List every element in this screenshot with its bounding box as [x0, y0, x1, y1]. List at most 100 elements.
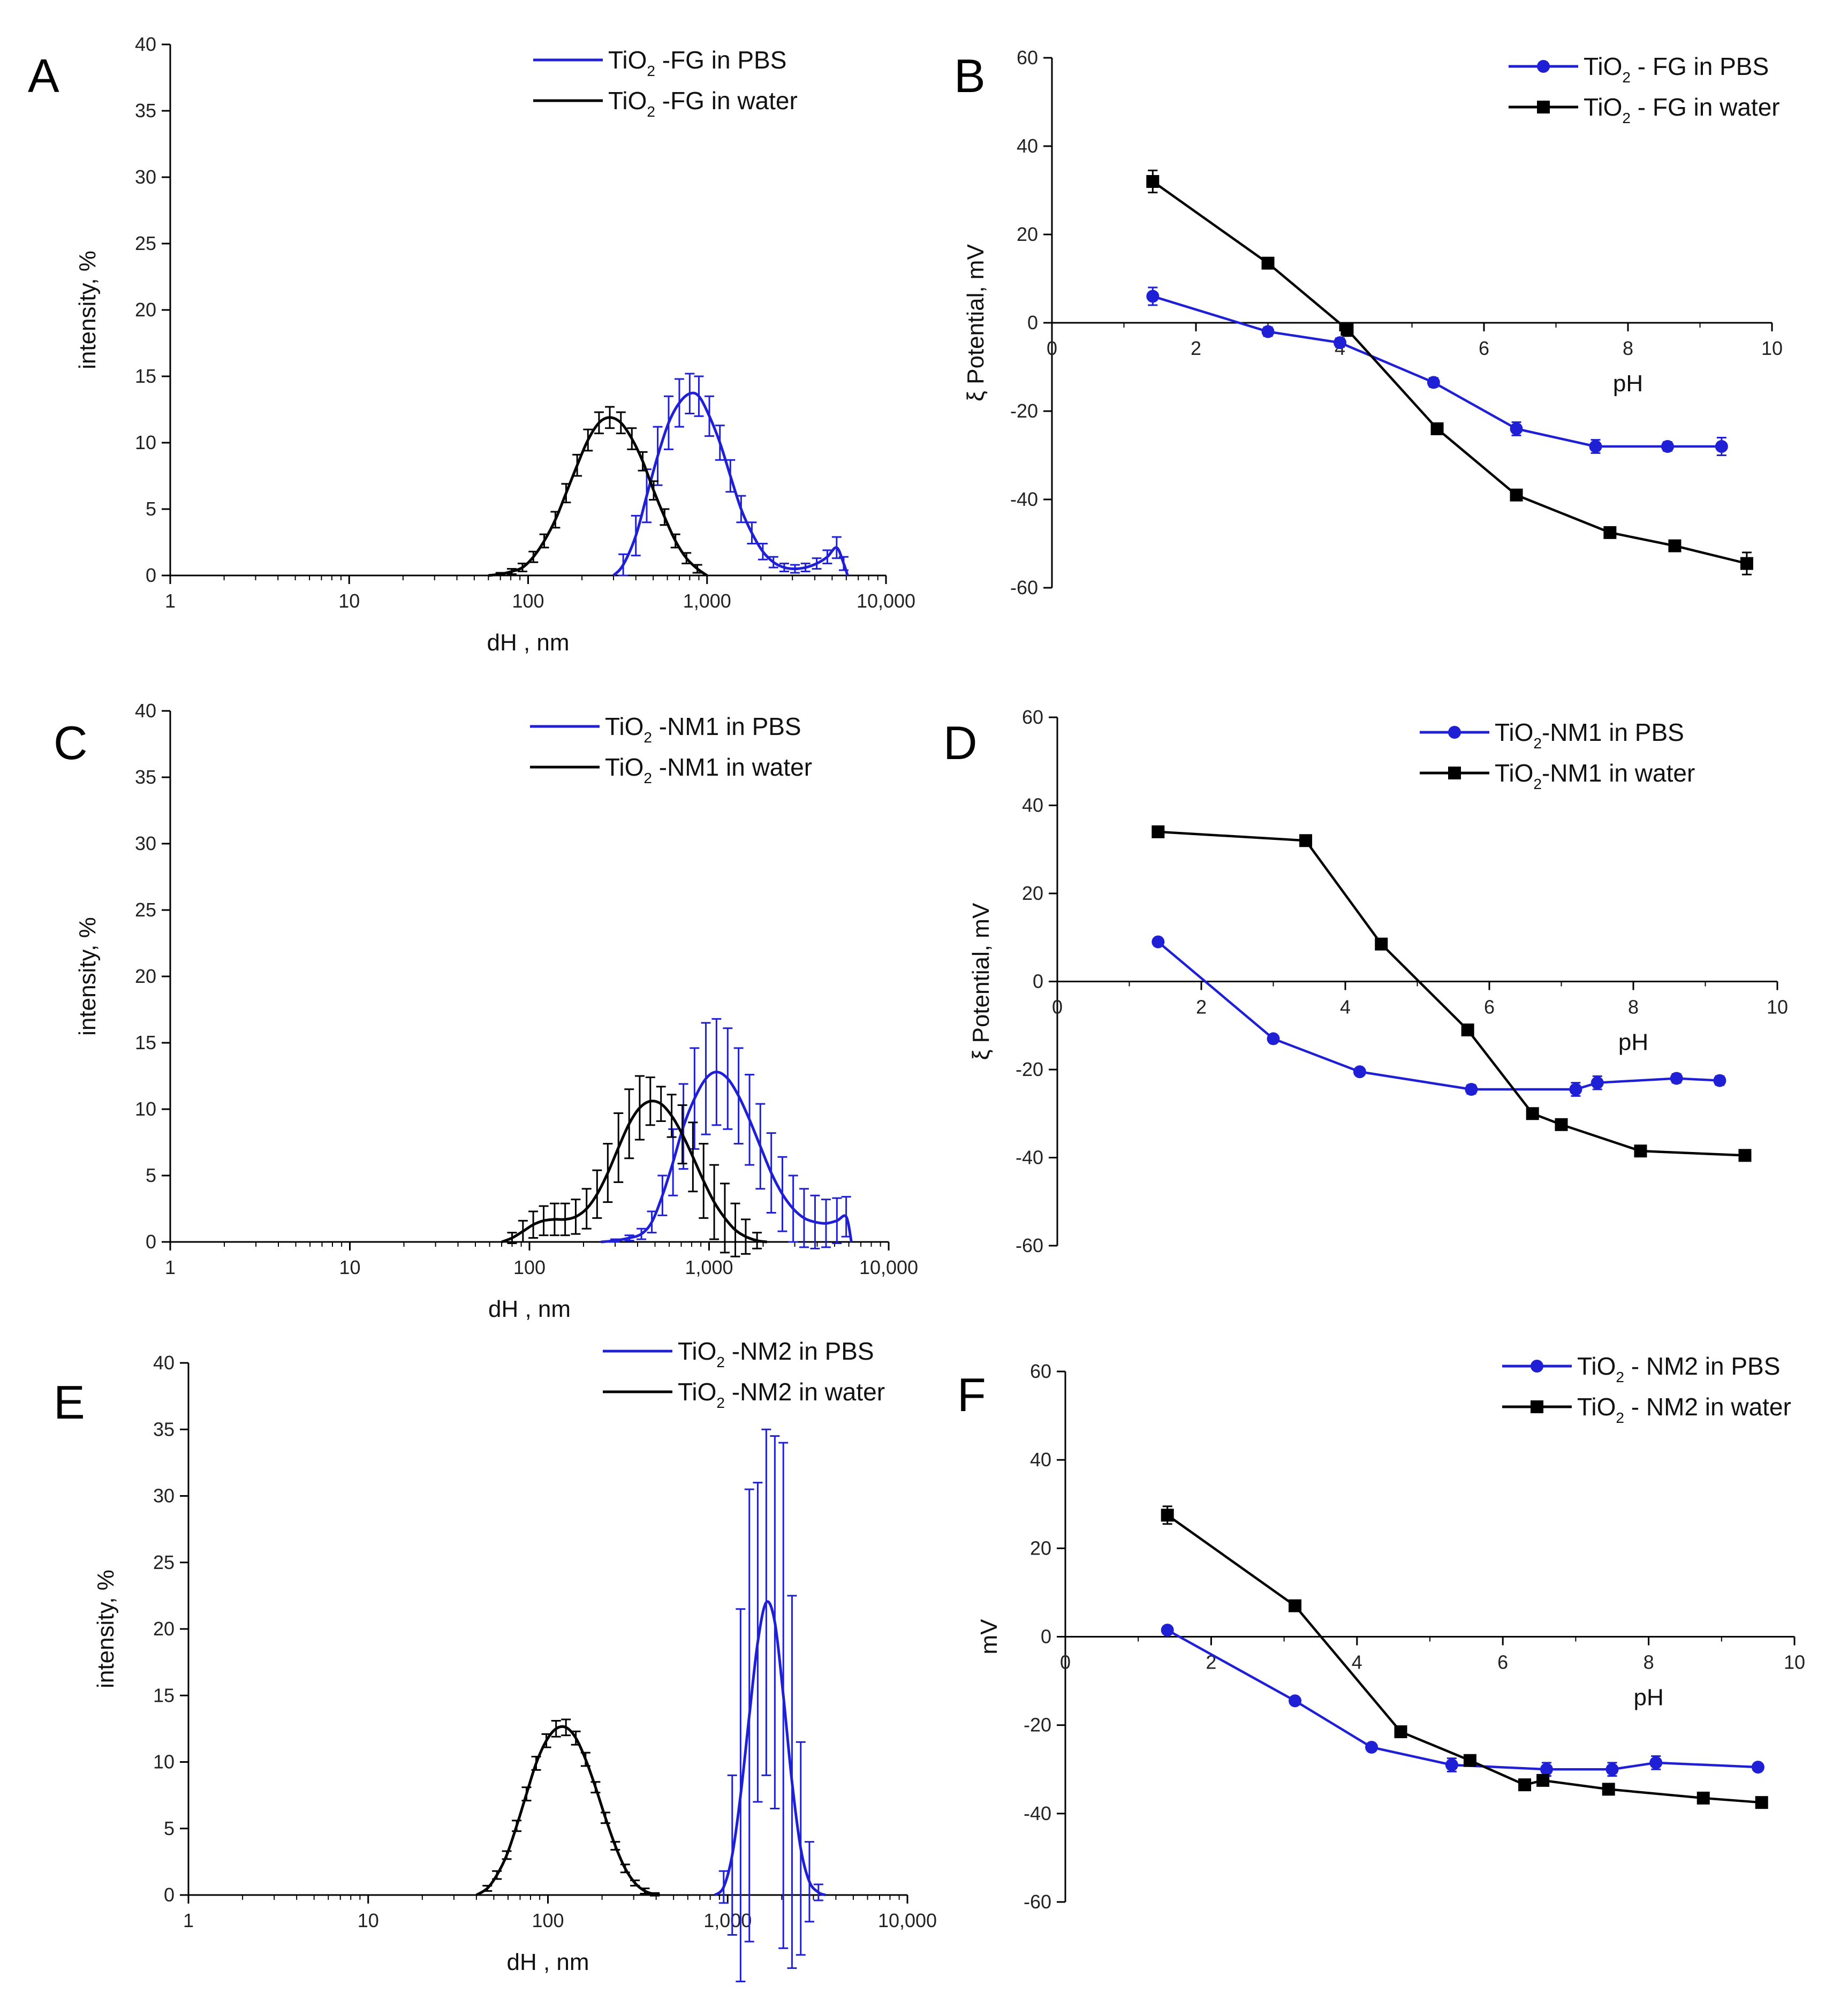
series-line: [1157, 941, 1720, 1091]
y-tick-label: 5: [146, 498, 156, 520]
x-axis-label: pH: [1633, 1685, 1663, 1711]
x-tick-label: 0: [1047, 337, 1057, 359]
y-tick-label: 20: [135, 965, 156, 987]
data-point: [1161, 1509, 1174, 1522]
x-tick-label: 6: [1479, 337, 1489, 359]
legend-marker: [1531, 1360, 1543, 1373]
series-line: [488, 416, 708, 577]
x-axis-label: pH: [1618, 1029, 1648, 1056]
legend-label: TiO2 - NM2 in water: [1577, 1393, 1791, 1426]
legend-label-base: TiO: [678, 1378, 716, 1406]
y-tick-label: 0: [164, 1884, 175, 1906]
panel-letter: C: [54, 716, 88, 769]
data-point: [1591, 1076, 1604, 1089]
legend-label: TiO2 - FG in PBS: [1584, 52, 1769, 86]
x-tick-label: 8: [1623, 337, 1633, 359]
y-tick-label: -60: [1010, 577, 1038, 598]
legend-label-sub: 2: [716, 1354, 725, 1370]
legend-label-rest: -FG in water: [655, 87, 798, 115]
legend-label-rest: -NM1 in water: [1542, 759, 1695, 787]
y-tick-label: 25: [135, 899, 156, 921]
series-line: [1158, 830, 1745, 1157]
data-point: [1353, 1065, 1366, 1079]
y-tick-label: 25: [153, 1551, 175, 1573]
x-tick-label: 1,000: [703, 1909, 752, 1931]
data-point: [1518, 1778, 1532, 1792]
legend-marker: [1537, 101, 1550, 113]
y-tick-label: 60: [1030, 1360, 1051, 1382]
data-point: [1605, 1763, 1619, 1776]
x-tick-label: 8: [1628, 996, 1639, 1018]
x-tick-label: 0: [1060, 1651, 1071, 1673]
x-tick-label: 1,000: [685, 1256, 733, 1278]
data-point: [1261, 256, 1275, 270]
y-tick-label: 60: [1017, 47, 1038, 69]
x-axis-label: dH , nm: [488, 1296, 571, 1322]
y-tick-label: 35: [153, 1418, 175, 1440]
y-tick-label: -20: [1016, 1058, 1043, 1080]
y-tick-label: -20: [1024, 1714, 1051, 1736]
panel-letter: E: [54, 1376, 85, 1429]
y-tick-label: 0: [146, 564, 156, 586]
legend-label-sub: 2: [1616, 1409, 1624, 1426]
legend-label-rest: -NM1 in water: [652, 753, 812, 781]
x-tick-label: 100: [513, 1256, 546, 1278]
data-point: [1713, 1074, 1726, 1087]
data-point: [1430, 422, 1444, 435]
data-point: [1649, 1756, 1663, 1769]
legend-label-sub: 2: [1616, 1369, 1624, 1385]
x-tick-label: 1,000: [683, 590, 731, 612]
data-point: [1740, 557, 1753, 570]
y-axis-label: intensity, %: [93, 1570, 119, 1688]
data-point: [1589, 440, 1602, 453]
y-tick-label: 10: [153, 1751, 175, 1773]
data-point: [1146, 290, 1160, 303]
data-point: [1696, 1791, 1710, 1805]
y-tick-label: 0: [1033, 971, 1043, 992]
y-tick-label: -40: [1010, 488, 1038, 510]
y-tick-label: -40: [1024, 1802, 1051, 1824]
series-0: [714, 1428, 826, 1983]
legend-label: TiO2 - FG in water: [1584, 93, 1780, 126]
y-tick-label: 30: [135, 166, 156, 188]
y-tick-label: 40: [135, 33, 156, 55]
legend-label-base: TiO: [605, 753, 643, 781]
series-1: [1161, 1505, 1768, 1809]
panel-letter: F: [957, 1368, 986, 1421]
series-0: [1161, 1624, 1764, 1777]
panel-a: A 0 5 10 15 20 25 30 35 40 1 10 100 1,000 10,000 dH , n…: [28, 33, 915, 656]
legend-label: TiO2 -NM2 in water: [678, 1378, 885, 1411]
data-point: [1465, 1083, 1478, 1096]
legend-label-base: TiO: [1577, 1393, 1616, 1421]
y-tick-label: 15: [153, 1684, 175, 1706]
legend-label-rest: - FG in PBS: [1631, 52, 1769, 80]
data-point: [1670, 1072, 1683, 1085]
data-point: [1634, 1144, 1647, 1158]
panel-d: D -60 -40 -20 0 20 40 60 0 2 4 6 8 10 pH ξ Potential, m…: [943, 706, 1788, 1256]
y-tick-label: 60: [1022, 706, 1043, 728]
y-tick-label: 10: [135, 1098, 156, 1120]
y-tick-label: 40: [153, 1352, 175, 1374]
y-axis-label: ξ Potential, mV: [968, 903, 994, 1060]
legend-label-sub: 2: [1622, 110, 1631, 126]
series-line: [714, 1600, 826, 1897]
legend-label: TiO2 -NM1 in PBS: [605, 713, 801, 746]
data-point: [1603, 526, 1617, 539]
legend-label: TiO2-NM1 in water: [1495, 759, 1695, 792]
series-0: [1146, 286, 1728, 456]
legend-label-sub: 2: [1622, 69, 1631, 86]
y-axis-label: intensity, %: [74, 917, 101, 1036]
x-tick-label: 100: [512, 590, 544, 612]
x-tick-label: 10: [358, 1909, 379, 1931]
x-tick-label: 10,000: [859, 1256, 918, 1278]
legend-label: TiO2 -NM2 in PBS: [678, 1337, 874, 1370]
x-tick-label: 0: [1052, 996, 1063, 1018]
legend-label: TiO2-NM1 in PBS: [1495, 718, 1684, 752]
data-point: [1715, 440, 1728, 453]
legend-label-rest: - NM2 in water: [1624, 1393, 1791, 1421]
y-tick-label: 20: [135, 299, 156, 321]
x-tick-label: 4: [1352, 1651, 1362, 1673]
x-axis-label: pH: [1613, 370, 1643, 397]
panel-c: C 0 5 10 15 20 25 30 35 40 1 10 100 1,000 10,000 dH , n…: [54, 700, 918, 1322]
legend-label-sub: 2: [643, 770, 652, 786]
